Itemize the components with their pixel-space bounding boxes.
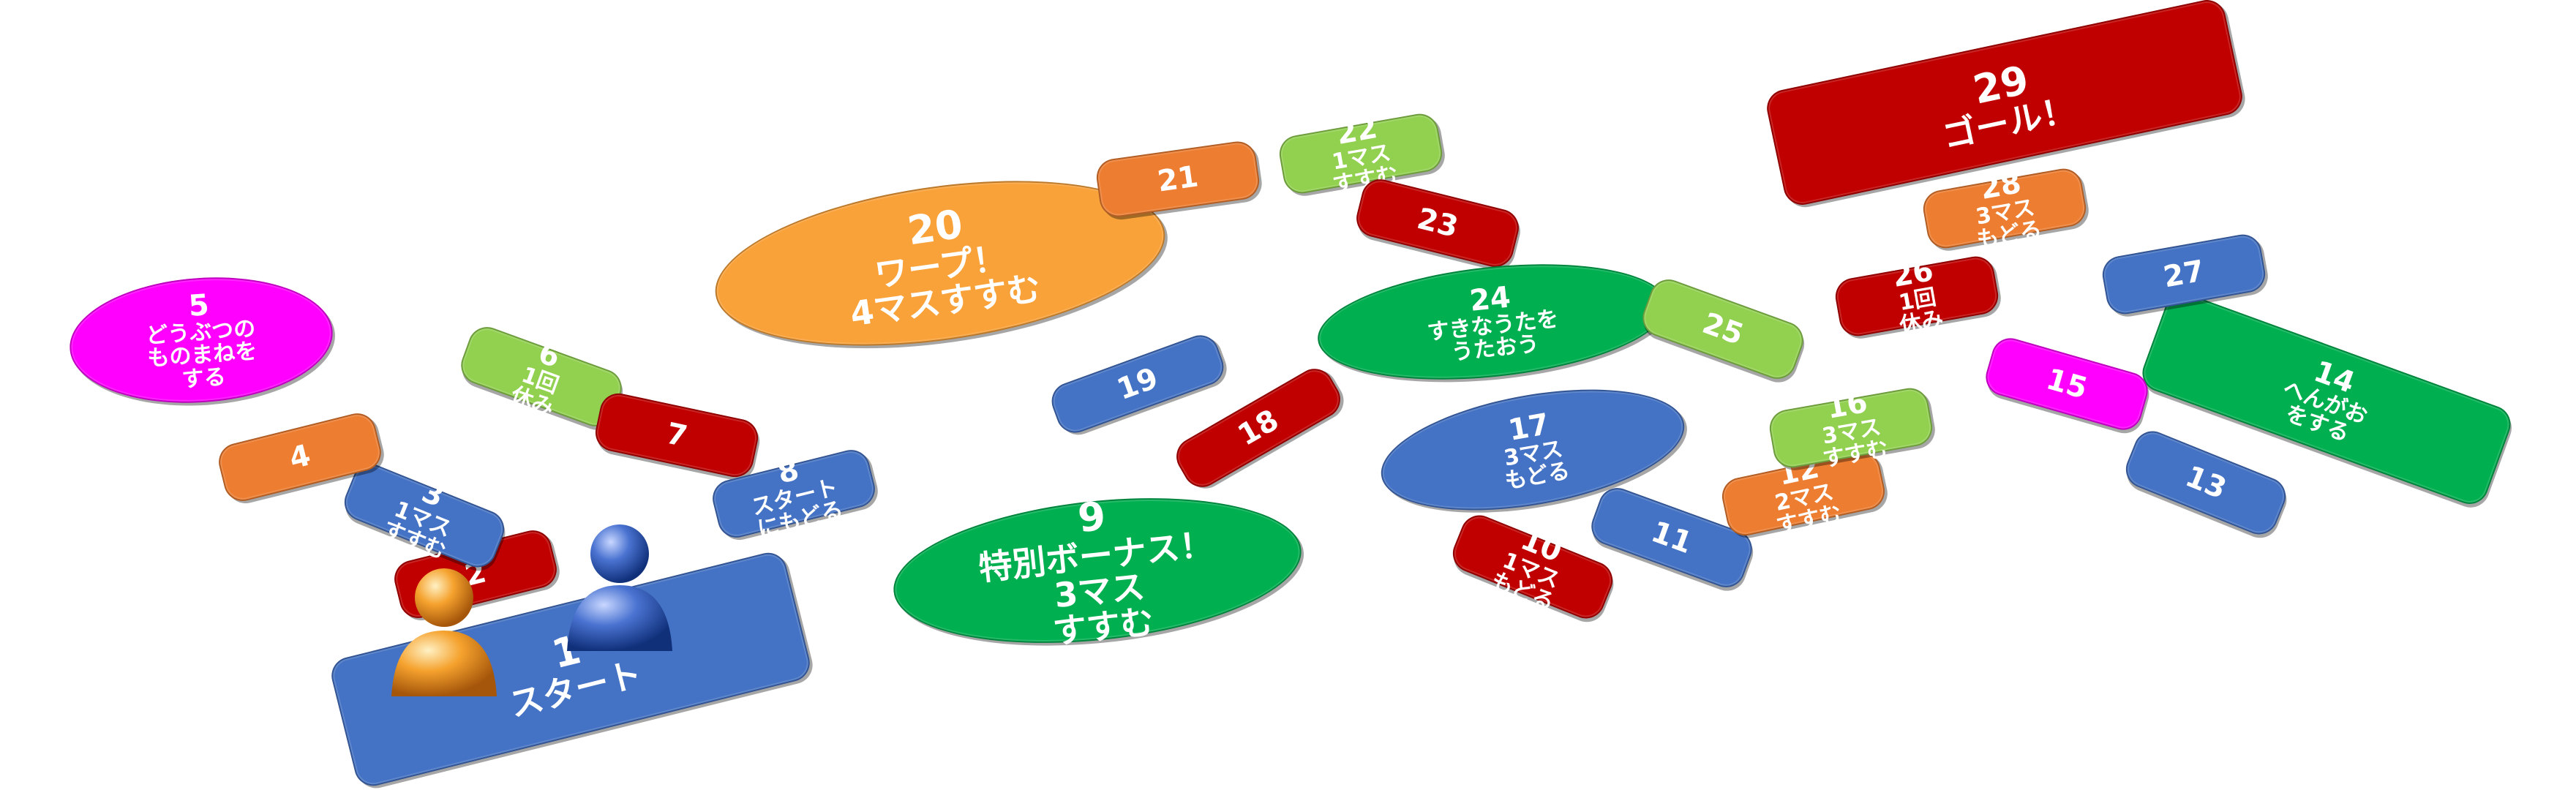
square-instruction: 1回 休み [507, 361, 563, 422]
square-instruction: へんがお をする [2279, 375, 2371, 448]
square-instruction: 1マス すすむ [379, 496, 456, 565]
board-square-13[interactable]: 13 [2120, 425, 2291, 541]
square-instruction: スタート にもどる [748, 474, 846, 543]
square-instruction: 3マス すすむ [1820, 413, 1890, 473]
square-number: 18 [1232, 403, 1285, 453]
board-square-26[interactable]: 26 1回 休み [1832, 253, 2002, 339]
square-number: 13 [2180, 459, 2231, 506]
board-square-25[interactable]: 25 [1637, 274, 1809, 385]
square-number: 23 [1413, 201, 1462, 245]
board-square-5[interactable]: 5 どうぶつの ものまねを する [65, 268, 337, 412]
board-square-24[interactable]: 24 すきなうたを うたおう [1312, 249, 1673, 395]
square-instruction: どうぶつの ものまねを する [145, 315, 258, 393]
board-square-16[interactable]: 16 3マス すすむ [1766, 385, 1936, 473]
square-number: 27 [2160, 254, 2207, 295]
square-instruction: 1回 休み [1896, 284, 1945, 339]
square-number: 25 [1697, 306, 1749, 353]
board-square-3[interactable]: 3 1マス すすむ [339, 458, 510, 573]
square-instruction: すきなうたを うたおう [1426, 306, 1560, 366]
board-square-21[interactable]: 21 [1094, 139, 1262, 219]
square-number: 21 [1155, 159, 1201, 199]
square-number: 11 [1646, 514, 1697, 561]
board-square-7[interactable]: 7 [592, 390, 762, 481]
board-square-19[interactable]: 19 [1046, 330, 1229, 438]
board-square-28[interactable]: 28 3マス もどる [1920, 165, 2089, 253]
board-square-22[interactable]: 22 1マス すすむ [1276, 110, 1446, 198]
square-number: 5 [187, 287, 211, 323]
square-number: 9 [1075, 492, 1108, 542]
square-instruction: ワープ！ 4マスすすむ [847, 237, 1043, 334]
square-instruction: 3マス もどる [1974, 194, 2044, 253]
square-number: 7 [663, 416, 691, 454]
board-square-23[interactable]: 23 [1352, 175, 1523, 271]
square-instruction: 3マス もどる [1502, 435, 1572, 494]
square-number: 15 [2042, 362, 2092, 406]
square-number: 19 [1112, 361, 1163, 407]
board-square-15[interactable]: 15 [1981, 334, 2152, 434]
square-instruction: 特別ボーナス！ 3マス すすむ [976, 524, 1215, 652]
board-square-9[interactable]: 9 特別ボーナス！ 3マス すすむ [886, 480, 1309, 661]
square-number: 4 [285, 438, 315, 476]
